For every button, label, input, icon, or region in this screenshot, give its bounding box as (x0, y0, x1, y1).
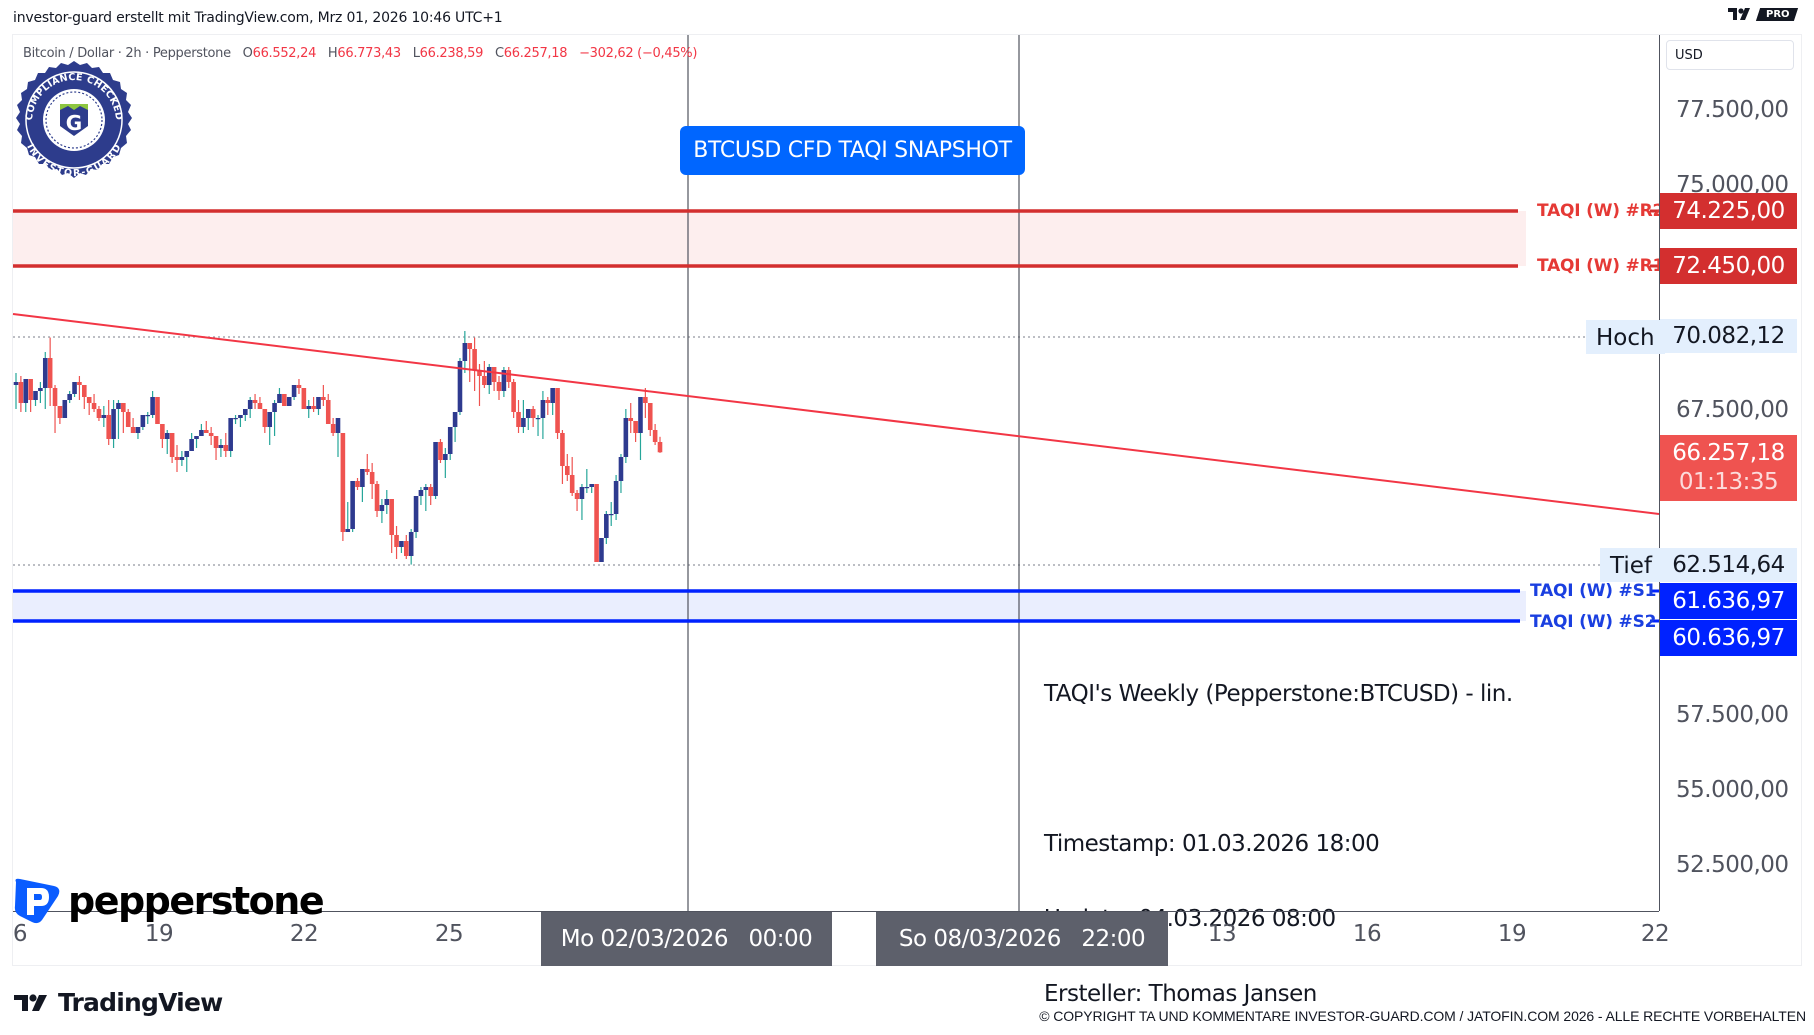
time-tick: 13 (1207, 921, 1237, 947)
chart-caption: investor-guard erstellt mit TradingView.… (13, 10, 503, 26)
r2-price-label: 74.225,00 (1660, 193, 1797, 229)
pepperstone-p-icon (14, 878, 60, 924)
high-price-label: 70.082,12 (1660, 319, 1797, 353)
low-price-label: 62.514,64 (1660, 548, 1797, 582)
tradingview-mark-icon (14, 993, 47, 1011)
resistance-zone (13, 211, 1526, 266)
time-tick: 6 (12, 921, 28, 947)
pepperstone-logo: pepperstone (12, 878, 325, 924)
change-value: −302,62 (−0,45%) (579, 46, 698, 61)
svg-text:G: G (66, 111, 82, 135)
price-tick: 77.500,00 (1676, 97, 1789, 123)
current-price: 66.257,18 (1672, 440, 1785, 466)
high-value: 66.773,43 (337, 46, 401, 61)
price-tick: 57.500,00 (1676, 702, 1789, 728)
support-zone (13, 591, 1526, 621)
tradingview-pro-logo: PRO (1728, 6, 1799, 22)
price-tick: 67.500,00 (1676, 397, 1789, 423)
time-marker-label: So 08/03/2026 22:00 (876, 912, 1168, 966)
snapshot-title-box[interactable]: BTCUSD CFD TAQI SNAPSHOT (680, 126, 1025, 175)
price-axis[interactable] (1659, 35, 1801, 911)
currency-selector[interactable]: USD (1666, 40, 1794, 70)
symbol-legend: Bitcoin / Dollar · 2h · Pepperstone O66.… (23, 46, 698, 61)
time-axis[interactable] (13, 911, 1659, 965)
r2-tag: TAQI (W) #R2 (1537, 201, 1665, 221)
close-value: 66.257,18 (503, 46, 568, 61)
low-tag: Tief (1600, 548, 1662, 582)
r1-price-label: 72.450,00 (1660, 248, 1797, 284)
compliance-badge-logo: COMPLIANCE CHECKED INVESTOR-GUARD G (16, 61, 132, 179)
s1-price-label: 61.636,97 (1660, 583, 1797, 619)
r1-tag: TAQI (W) #R1 (1537, 256, 1665, 276)
time-tick: 22 (1640, 921, 1670, 947)
time-tick: 22 (289, 921, 319, 947)
low-value: 66.238,59 (419, 46, 484, 61)
symbol-name[interactable]: Bitcoin / Dollar · 2h · Pepperstone (23, 46, 231, 61)
time-tick: 19 (1497, 921, 1527, 947)
high-tag: Hoch (1586, 320, 1665, 354)
current-price-label: 66.257,18 01:13:35 (1660, 435, 1797, 501)
price-tick: 52.500,00 (1676, 852, 1789, 878)
s2-tag: TAQI (W) #S2 (1530, 612, 1657, 632)
s1-tag: TAQI (W) #S1 (1530, 581, 1657, 601)
time-tick: 19 (144, 921, 174, 947)
time-tick: 16 (1352, 921, 1382, 947)
price-tick: 55.000,00 (1676, 777, 1789, 803)
trendline[interactable] (12, 313, 1660, 515)
taqi-info-text: TAQI's Weekly (Pepperstone:BTCUSD) - lin… (1044, 681, 1513, 1007)
candlestick-series (13, 331, 663, 565)
footer-copyright: © COPYRIGHT TA UND KOMMENTARE INVESTOR-G… (1039, 1008, 1806, 1024)
bar-countdown: 01:13:35 (1678, 469, 1779, 495)
s2-price-label: 60.636,97 (1660, 620, 1797, 656)
time-tick: 25 (434, 921, 464, 947)
time-marker-label: Mo 02/03/2026 00:00 (541, 912, 832, 966)
tradingview-logo: TradingView (14, 988, 223, 1017)
open-value: 66.552,24 (252, 46, 317, 61)
tradingview-mark-icon (1728, 8, 1751, 20)
